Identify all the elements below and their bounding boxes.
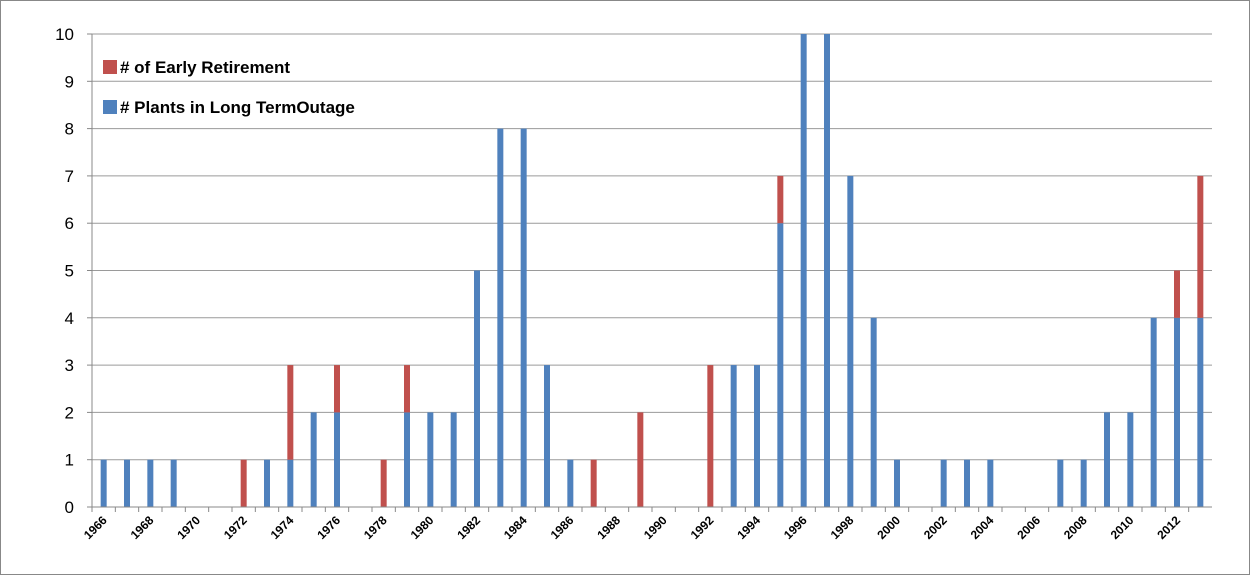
y-tick-label: 5	[65, 262, 74, 281]
bar	[100, 459, 107, 507]
bar	[987, 459, 994, 507]
bar	[940, 459, 947, 507]
bar	[1057, 459, 1064, 507]
y-tick-label: 9	[65, 72, 74, 91]
bar	[450, 412, 457, 507]
bar	[124, 459, 130, 507]
bar	[544, 365, 550, 507]
legend-label: # Plants in Long TermOutage	[120, 98, 355, 117]
bar	[730, 365, 737, 507]
bar	[497, 128, 504, 507]
bar	[964, 459, 970, 507]
y-tick-label: 4	[65, 309, 74, 328]
bar	[777, 175, 784, 224]
y-tick-label: 1	[65, 451, 74, 470]
y-tick-label: 6	[65, 214, 74, 233]
legend-swatch	[103, 60, 117, 74]
bar	[334, 412, 340, 507]
bar	[404, 412, 410, 507]
bar	[1080, 459, 1087, 507]
bar	[240, 459, 247, 507]
bar	[287, 365, 294, 460]
y-tick-label: 2	[65, 403, 74, 422]
bar	[1174, 270, 1180, 318]
legend-label: # of Early Retirement	[120, 58, 290, 77]
bar	[754, 365, 760, 507]
bar	[1104, 412, 1110, 507]
y-tick-label: 8	[65, 120, 74, 139]
bar	[847, 175, 854, 507]
bar	[310, 412, 317, 507]
bar	[380, 459, 387, 507]
bar	[404, 365, 410, 413]
bar	[427, 412, 434, 507]
bar	[1127, 412, 1134, 507]
bar	[637, 412, 644, 507]
bar	[1197, 317, 1204, 507]
bar	[334, 365, 340, 413]
bar	[170, 459, 177, 507]
bar	[287, 459, 294, 507]
bar	[590, 459, 597, 507]
y-tick-label: 0	[65, 498, 74, 517]
y-tick-label: 10	[55, 25, 74, 44]
bar	[567, 459, 574, 507]
bar	[1174, 317, 1180, 507]
bar	[707, 365, 714, 507]
y-tick-label: 3	[65, 356, 74, 375]
bar	[824, 34, 830, 507]
bar	[777, 223, 784, 507]
bar	[147, 459, 154, 507]
bar	[264, 459, 270, 507]
y-tick-label: 7	[65, 167, 74, 186]
bar	[474, 270, 480, 507]
bar	[800, 34, 807, 507]
bar	[1150, 317, 1157, 507]
legend-swatch	[103, 100, 117, 114]
bar	[894, 459, 900, 507]
bar	[520, 128, 527, 507]
bar	[870, 317, 877, 507]
bar	[1197, 175, 1204, 318]
